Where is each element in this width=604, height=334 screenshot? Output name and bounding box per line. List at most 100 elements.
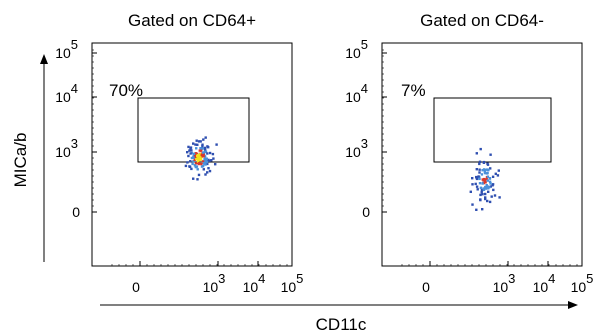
scatter-point [481, 208, 484, 211]
x-tick-label: 104 [243, 271, 266, 295]
scatter-point [491, 175, 495, 178]
scatter-point [199, 152, 202, 156]
scatter-point [200, 162, 203, 166]
scatter-point [198, 154, 201, 158]
scatter-point [484, 192, 487, 196]
scatter-point [194, 152, 197, 155]
scatter-point [475, 177, 479, 181]
x-axis-label: CD11c [316, 315, 367, 334]
scatter-point [482, 181, 486, 185]
scatter-point [184, 164, 188, 168]
y-tick-label: 103 [345, 136, 368, 160]
scatter-point [475, 152, 478, 155]
scatter-point [199, 147, 202, 150]
y-axis-label: MICa/b [11, 133, 30, 188]
y-tick-label: 0 [362, 204, 370, 220]
scatter-point [481, 178, 484, 181]
scatter-point [197, 162, 201, 166]
x-tick-label: 103 [203, 271, 226, 295]
scatter-point [488, 177, 492, 180]
scatter-point [206, 171, 209, 174]
y-tick-label: 103 [55, 136, 78, 160]
scatter-point [489, 167, 492, 170]
scatter-point [471, 183, 474, 186]
scatter-point [498, 196, 501, 199]
scatter-point [192, 177, 195, 180]
scatter-point [478, 182, 482, 185]
scatter-point [192, 156, 195, 159]
scatter-point [487, 190, 490, 193]
scatter-point [203, 146, 207, 150]
scatter-point [480, 191, 483, 194]
scatter-point [204, 136, 207, 139]
y-axis-arrow [40, 54, 48, 262]
scatter-point [486, 185, 489, 188]
scatter-point [203, 157, 206, 161]
scatter-point [190, 156, 194, 160]
scatter-point [189, 152, 192, 155]
scatter-point [196, 178, 199, 181]
x-tick-label: 105 [571, 271, 594, 295]
scatter-point [484, 185, 487, 189]
scatter-point [478, 160, 482, 163]
scatter-point [210, 159, 213, 162]
scatter-point [480, 189, 484, 192]
scatter-point [483, 178, 486, 181]
scatter-point [483, 170, 487, 173]
scatter-point [197, 159, 201, 162]
scatter-point [201, 160, 205, 163]
scatter-point [208, 159, 211, 162]
scatter-point [208, 151, 212, 155]
scatter-point [482, 188, 485, 191]
scatter-point [196, 156, 199, 159]
scatter-point [469, 190, 472, 193]
x-axis-ticks: 0 103 104 105 [401, 261, 594, 295]
scatter-point [480, 173, 484, 176]
plot-frame [381, 42, 583, 267]
scatter-point [488, 200, 492, 204]
gate-rectangle [137, 97, 250, 163]
scatter-point [479, 186, 483, 189]
scatter-point [192, 160, 195, 163]
scatter-point [202, 168, 205, 171]
scatter-point [207, 167, 210, 170]
scatter-point [478, 168, 481, 171]
scatter-point [204, 173, 207, 176]
scatter-point [186, 151, 189, 154]
scatter-point [487, 169, 490, 172]
scatter-point [199, 140, 202, 143]
gate-percent-label: 7% [401, 81, 426, 100]
scatter-point [187, 145, 190, 149]
scatter-point [194, 162, 198, 165]
scatter-point [481, 193, 484, 196]
scatter-point [203, 159, 206, 163]
scatter-point [208, 169, 212, 173]
scatter-point [195, 158, 198, 161]
x-axis-ticks: 0 103 104 105 [111, 261, 303, 295]
scatter-point [201, 143, 204, 146]
scatter-point [496, 174, 500, 177]
scatter-point [475, 185, 479, 188]
scatter-point [484, 196, 487, 199]
scatter-point [479, 198, 482, 201]
y-tick-label: 0 [72, 204, 80, 220]
y-axis-ticks: 0 103 104 105 [55, 37, 97, 220]
scatter-point [195, 147, 198, 150]
scatter-point [471, 177, 474, 180]
scatter-point [489, 153, 492, 156]
scatter-point [202, 162, 206, 165]
scatter-point [198, 149, 201, 152]
scatter-point [204, 150, 208, 153]
scatter-point [189, 147, 192, 150]
scatter-point [492, 188, 495, 192]
scatter-point [194, 165, 197, 168]
scatter-point [194, 143, 197, 146]
scatter-point [192, 142, 195, 145]
scatter-point [211, 152, 215, 156]
scatter-point [196, 154, 199, 158]
scatter-point [482, 161, 486, 164]
scatter-point [186, 161, 189, 164]
scatter-point [212, 157, 215, 160]
scatter-point [485, 184, 488, 187]
y-tick-label: 104 [55, 81, 78, 105]
